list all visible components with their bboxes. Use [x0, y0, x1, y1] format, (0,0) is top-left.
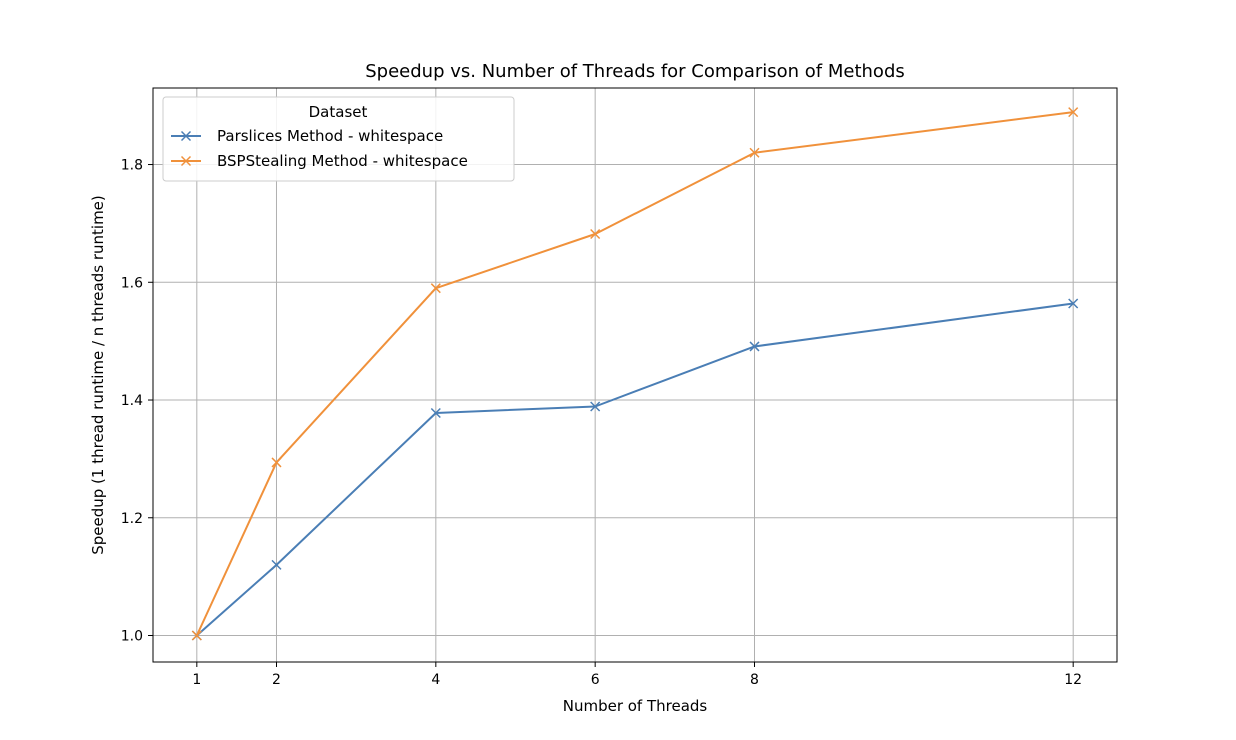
data-point: [271, 457, 282, 468]
legend-label: BSPStealing Method - whitespace: [217, 152, 468, 170]
grid: [153, 88, 1117, 662]
x-tick-label: 12: [1064, 672, 1082, 688]
y-axis-label: Speedup (1 thread runtime / n threads ru…: [89, 195, 107, 555]
data-point: [430, 407, 441, 419]
series-line-2: [195, 111, 1074, 636]
x-tick-label: 1: [192, 672, 201, 688]
legend: Dataset Parslices Method - whitespace BSP…: [162, 96, 515, 182]
data-point: [191, 630, 202, 641]
legend-label: Parslices Method - whitespace: [217, 127, 443, 145]
series-layer: [191, 107, 1079, 641]
series-line-1: [196, 302, 1074, 637]
data-point: [430, 283, 441, 294]
data-point: [749, 341, 760, 352]
y-tick-label: 1.6: [121, 275, 143, 291]
ticks: 1 2 4 6 8 121.01.21.41.61.8: [121, 158, 1082, 688]
data-point: [590, 401, 601, 412]
data-point: [1068, 107, 1079, 118]
data-point: [271, 559, 282, 570]
x-tick-label: 8: [750, 672, 759, 688]
legend-marker: [180, 155, 192, 167]
y-tick-label: 1.8: [121, 158, 143, 174]
plot-area-frame: [152, 87, 1118, 663]
legend-entries: Parslices Method - whitespace BSPStealing…: [171, 127, 468, 170]
y-tick-label: 1.0: [121, 629, 143, 645]
y-tick-label: 1.4: [121, 393, 143, 409]
legend-title: Dataset: [309, 103, 368, 121]
legend-marker: [180, 130, 192, 142]
data-point: [1068, 298, 1079, 309]
data-point: [590, 228, 601, 240]
chart-title: Speedup vs. Number of Threads for Compar…: [365, 61, 905, 82]
legend-entry: BSPStealing Method - whitespace: [171, 152, 468, 170]
x-tick-label: 4: [431, 672, 440, 688]
data-point: [749, 147, 760, 158]
legend-box: [162, 96, 515, 182]
x-tick-label: 2: [272, 672, 281, 688]
legend-entry: Parslices Method - whitespace: [171, 127, 443, 145]
x-axis-label: Number of Threads: [563, 697, 708, 715]
x-tick-label: 6: [591, 672, 600, 688]
y-tick-label: 1.2: [121, 511, 143, 527]
